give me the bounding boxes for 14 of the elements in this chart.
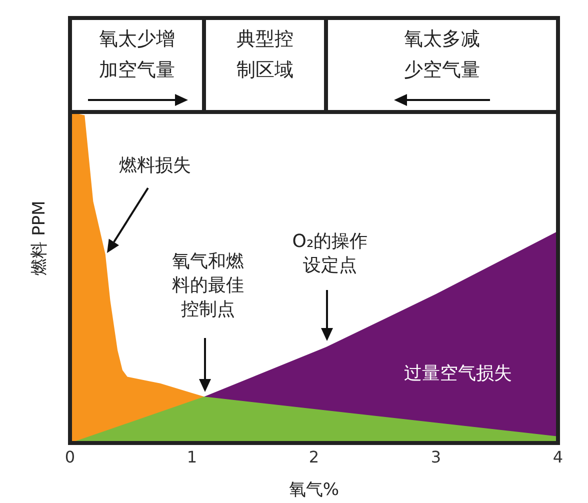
text: 氧太少增加空气量: [98, 27, 176, 83]
x-axis-title: 氧气%: [288, 479, 340, 501]
x-tick-label: 1: [186, 447, 198, 466]
x-tick-label: 2: [308, 447, 320, 466]
y-axis-title: 燃料 PPM: [28, 200, 50, 275]
x-tick-label: 3: [430, 447, 442, 466]
x-tick-label: 4: [552, 447, 564, 466]
x-tick-label: 0: [64, 447, 76, 466]
annotation: O₂的操作设定点: [291, 230, 369, 278]
text: 氧太多减少空气量: [403, 27, 481, 83]
text: 典型控制区域: [236, 27, 294, 83]
annotation: 氧气和燃料的最佳控制点: [171, 250, 245, 322]
series-label: 燃料损失: [119, 154, 191, 177]
series-label: 过量空气损失: [404, 362, 512, 385]
